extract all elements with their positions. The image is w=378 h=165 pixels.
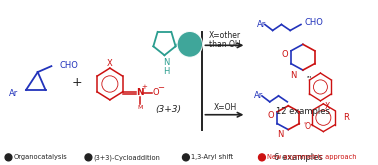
- Text: +: +: [71, 76, 82, 88]
- Text: N: N: [290, 71, 296, 80]
- Text: 1,3-Aryl shift: 1,3-Aryl shift: [191, 154, 233, 160]
- Text: X=other: X=other: [209, 31, 241, 40]
- Text: +: +: [141, 84, 147, 90]
- Text: 'O: 'O: [303, 122, 311, 131]
- Circle shape: [85, 154, 92, 161]
- Circle shape: [183, 154, 189, 161]
- Text: Ar: Ar: [257, 20, 266, 29]
- Text: X: X: [325, 102, 330, 111]
- Text: ''': ''': [306, 75, 311, 81]
- Circle shape: [259, 154, 265, 161]
- Text: R: R: [343, 113, 349, 122]
- Text: Ar: Ar: [254, 91, 263, 100]
- Text: −: −: [157, 83, 164, 92]
- Text: X=OH: X=OH: [213, 103, 237, 112]
- Text: M: M: [137, 105, 143, 110]
- Text: than OH: than OH: [209, 40, 241, 49]
- Text: H: H: [163, 67, 170, 76]
- Circle shape: [177, 32, 203, 57]
- Text: CHO: CHO: [305, 18, 324, 27]
- Text: New asymmetric approach: New asymmetric approach: [267, 154, 356, 160]
- Text: O: O: [267, 111, 274, 120]
- Text: CHO: CHO: [59, 61, 78, 70]
- Text: O: O: [281, 50, 288, 59]
- Text: 12 examples: 12 examples: [276, 107, 330, 116]
- Text: N: N: [136, 88, 144, 97]
- Text: Organocatalysis: Organocatalysis: [13, 154, 67, 160]
- Circle shape: [5, 154, 12, 161]
- Text: (3+3): (3+3): [155, 105, 181, 114]
- Text: Ar: Ar: [9, 89, 18, 98]
- Text: N: N: [163, 58, 170, 67]
- Text: N: N: [277, 130, 283, 139]
- Text: X: X: [107, 59, 113, 68]
- Text: O: O: [152, 88, 159, 97]
- Text: 6 examples: 6 examples: [274, 153, 322, 162]
- Text: (3+3)-Cycloaddition: (3+3)-Cycloaddition: [93, 154, 160, 161]
